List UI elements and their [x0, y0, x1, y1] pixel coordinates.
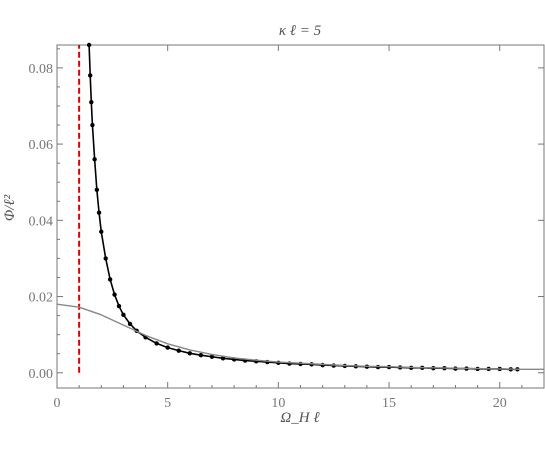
- y-tick-label: 0.04: [29, 214, 54, 229]
- y-axis-title: Φ/ℓ²: [2, 194, 18, 221]
- plot-area-border: [56, 44, 545, 389]
- data-point: [89, 99, 94, 105]
- series-1: [86, 42, 520, 372]
- plot-frame: [56, 44, 545, 389]
- data-point: [103, 256, 108, 261]
- x-tick-label: 0: [54, 396, 61, 411]
- data-point: [86, 42, 92, 48]
- data-point: [116, 303, 122, 309]
- data-point: [112, 292, 117, 297]
- x-tick-label: 10: [271, 396, 285, 411]
- series-2: [56, 303, 544, 371]
- data-point: [92, 157, 97, 162]
- x-tick-label: 15: [382, 396, 396, 411]
- series-layer: [56, 42, 544, 372]
- data-point: [121, 312, 126, 318]
- axis-ticks: 0 5 10 15 20 0.00 0.02 0.04 0.06 0.08: [29, 45, 545, 411]
- data-point: [198, 353, 204, 358]
- series-line: [56, 303, 544, 371]
- y-tick-label: 0.02: [29, 291, 54, 306]
- series-line: [88, 44, 518, 371]
- data-point: [187, 351, 193, 356]
- x-tick-label: 5: [164, 396, 171, 411]
- data-point: [107, 277, 113, 282]
- data-point: [154, 341, 159, 346]
- data-point: [165, 345, 170, 350]
- data-point: [90, 122, 95, 128]
- data-point: [88, 73, 93, 78]
- data-point: [176, 348, 181, 353]
- y-tick-label: 0.00: [29, 367, 54, 382]
- x-axis-title: Ω_H ℓ: [280, 410, 319, 426]
- data-point: [99, 229, 104, 234]
- data-point: [220, 356, 226, 361]
- data-point: [94, 187, 100, 193]
- chart-title: κ ℓ = 5: [279, 23, 322, 39]
- data-point: [96, 210, 102, 215]
- x-tick-label: 20: [493, 396, 507, 411]
- y-tick-label: 0.08: [29, 62, 54, 77]
- data-point: [209, 354, 215, 359]
- y-tick-label: 0.06: [29, 138, 54, 153]
- data-point: [127, 321, 133, 327]
